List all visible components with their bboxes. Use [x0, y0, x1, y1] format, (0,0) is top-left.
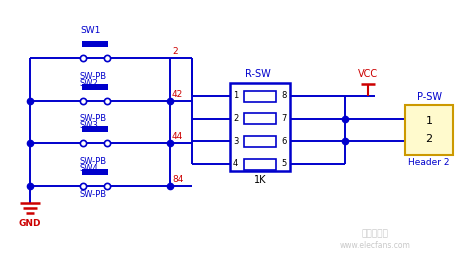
- Text: 3: 3: [233, 137, 238, 146]
- Text: 1K: 1K: [254, 175, 266, 185]
- Text: 6: 6: [282, 137, 287, 146]
- Text: SW-PB: SW-PB: [80, 114, 107, 123]
- Bar: [244, 113, 276, 124]
- Bar: [244, 136, 276, 147]
- Text: GND: GND: [19, 219, 41, 228]
- Bar: [405, 105, 453, 155]
- Text: 7: 7: [282, 114, 287, 123]
- Text: R-SW: R-SW: [245, 69, 271, 79]
- Text: 42: 42: [172, 90, 183, 99]
- Text: 1: 1: [233, 91, 238, 100]
- Text: Header 2: Header 2: [408, 158, 450, 167]
- Text: SW-PB: SW-PB: [80, 157, 107, 166]
- Text: 2: 2: [425, 134, 432, 144]
- Text: SW1: SW1: [80, 26, 101, 35]
- Text: 84: 84: [172, 175, 183, 184]
- Bar: [244, 159, 276, 169]
- Bar: [82, 41, 108, 47]
- Text: 44: 44: [172, 132, 183, 141]
- Text: 1: 1: [425, 116, 432, 126]
- Text: 2: 2: [172, 47, 178, 56]
- Text: SW-PB: SW-PB: [80, 72, 107, 81]
- Text: 5: 5: [282, 159, 287, 168]
- Bar: [230, 83, 290, 171]
- Text: VCC: VCC: [358, 69, 378, 79]
- Text: 4: 4: [233, 159, 238, 168]
- Text: 2: 2: [233, 114, 238, 123]
- Text: SW2: SW2: [80, 79, 99, 88]
- Bar: [82, 169, 108, 175]
- Text: 8: 8: [282, 91, 287, 100]
- Text: SW3: SW3: [80, 121, 99, 130]
- Text: 电子发烧友: 电子发烧友: [361, 230, 388, 239]
- Text: SW4: SW4: [80, 164, 99, 173]
- Text: SW-PB: SW-PB: [80, 190, 107, 199]
- Bar: [82, 126, 108, 132]
- Bar: [244, 91, 276, 101]
- Bar: [82, 84, 108, 90]
- Text: P-SW: P-SW: [416, 92, 441, 102]
- Text: www.elecfans.com: www.elecfans.com: [339, 242, 410, 251]
